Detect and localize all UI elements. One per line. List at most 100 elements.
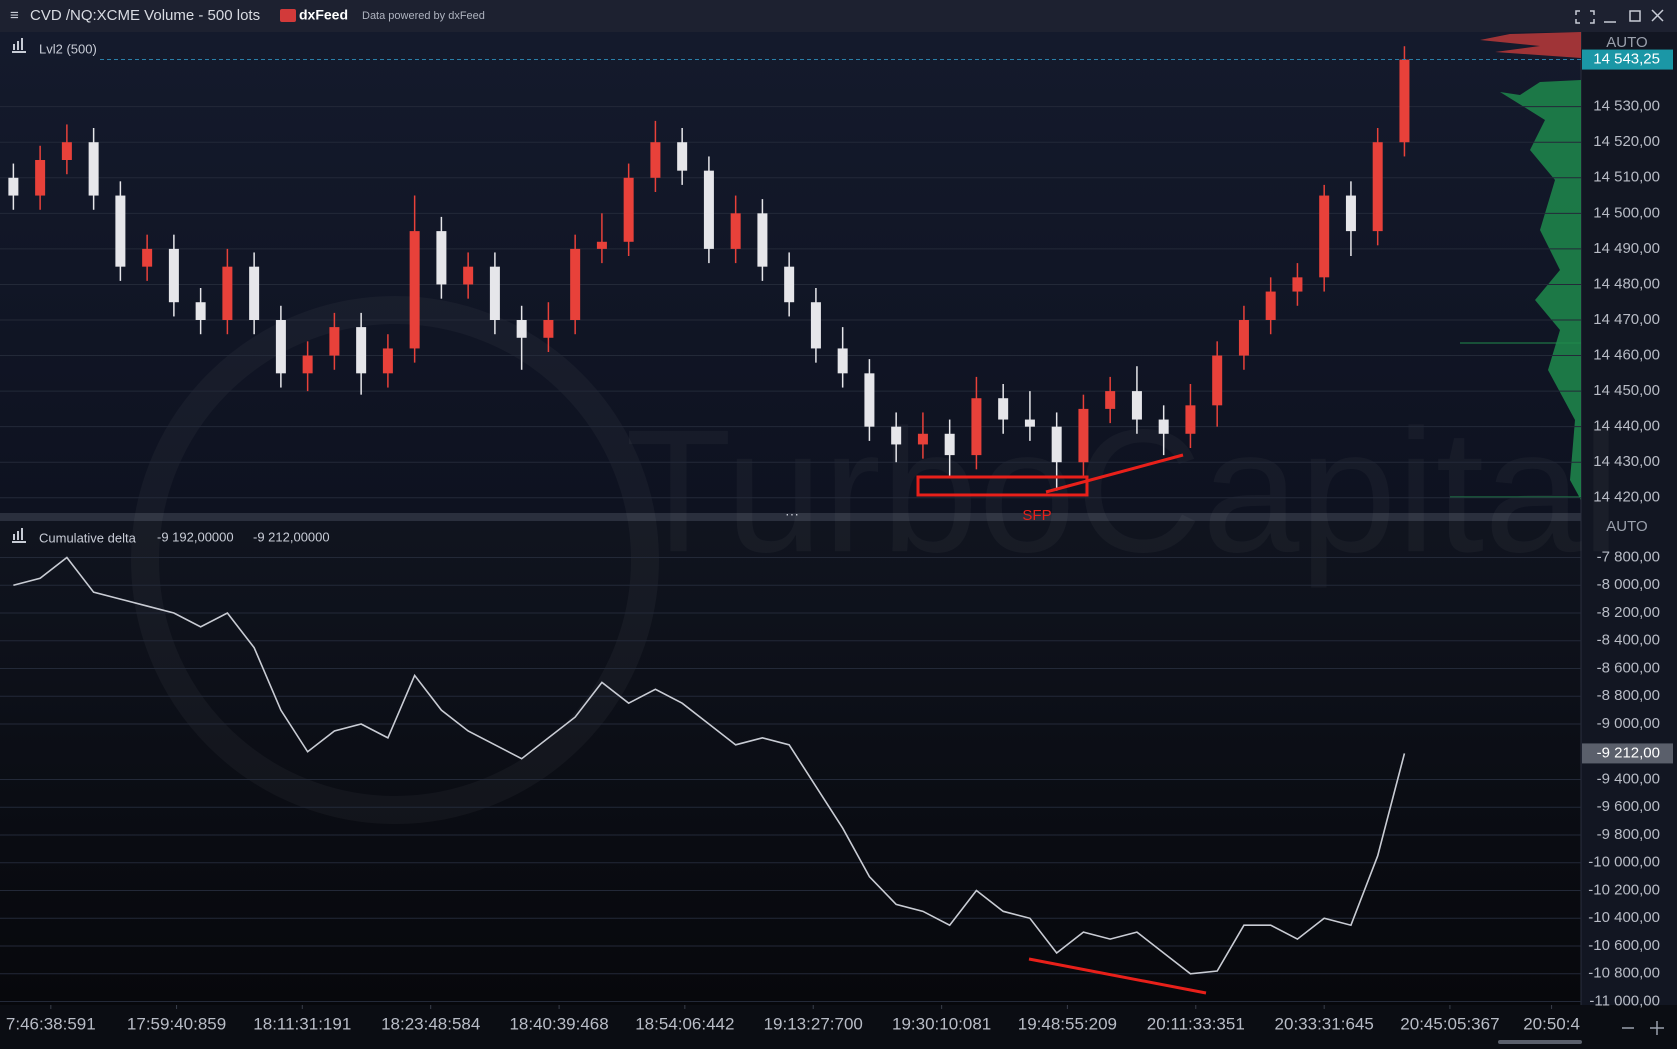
window-title: CVD /NQ:XCME Volume - 500 lots xyxy=(30,7,260,24)
y-tick-label: -10 600,00 xyxy=(1588,937,1660,954)
y-tick-label: -7 800,00 xyxy=(1597,548,1660,565)
auto-scale[interactable]: AUTO xyxy=(1606,518,1647,535)
pane-legend: Cumulative delta xyxy=(39,530,137,545)
candle-body xyxy=(1024,419,1035,427)
close-button[interactable] xyxy=(1651,9,1664,22)
candle-body xyxy=(998,398,1009,420)
candle-body xyxy=(168,248,179,303)
trend-line xyxy=(1028,957,1207,995)
candle-body xyxy=(1051,426,1062,463)
candle-body xyxy=(1238,320,1249,356)
candle-body xyxy=(623,177,634,242)
watermark-text: TurboCapital xyxy=(625,394,1620,589)
candle-body xyxy=(275,320,286,374)
fullscreen-button[interactable] xyxy=(1575,10,1595,24)
brand: dxFeed xyxy=(299,7,348,23)
y-tick-label: 14 420,00 xyxy=(1593,489,1660,506)
candle-body xyxy=(1131,391,1142,420)
x-tick-label: 7:46:38:591 xyxy=(6,1014,96,1033)
title-bar xyxy=(0,0,1677,32)
candle-body xyxy=(302,355,313,374)
y-tick-label: -9 000,00 xyxy=(1597,715,1660,732)
x-tick-label: 19:30:10:081 xyxy=(892,1014,991,1033)
legend-value: -9 212,00000 xyxy=(253,529,330,544)
volume-profile-ask xyxy=(1480,32,1581,58)
y-tick-label: -8 200,00 xyxy=(1597,604,1660,621)
candle-body xyxy=(8,177,19,196)
candle-body xyxy=(382,348,393,374)
time-axis xyxy=(0,1005,1677,1049)
candle-body xyxy=(837,348,848,374)
candle-body xyxy=(570,248,581,320)
pane-divider[interactable] xyxy=(0,513,1581,521)
candle-body xyxy=(329,327,340,356)
candle-body xyxy=(356,327,367,374)
candle-body xyxy=(677,142,688,171)
x-tick-label: 18:54:06:442 xyxy=(635,1014,734,1033)
cvd-line xyxy=(13,556,1406,975)
candle-body xyxy=(596,241,607,249)
candle-body xyxy=(917,433,928,445)
candle-body xyxy=(1105,391,1116,409)
x-tick-label: 19:13:27:700 xyxy=(764,1014,863,1033)
x-tick-label: 17:59:40:859 xyxy=(127,1014,226,1033)
y-tick-label: -11 000,00 xyxy=(1589,992,1660,1009)
candle-body xyxy=(784,266,795,303)
auto-scale[interactable]: AUTO xyxy=(1606,34,1647,51)
candle-body xyxy=(115,195,126,267)
y-tick-label: 14 500,00 xyxy=(1593,204,1660,221)
last-value-label: 14 543,25 xyxy=(1593,51,1660,68)
last-value-label: -9 212,00 xyxy=(1597,744,1660,761)
y-tick-label: -10 200,00 xyxy=(1588,881,1660,898)
x-tick-label: 18:23:48:584 xyxy=(381,1014,480,1033)
menu-icon[interactable]: ≡ xyxy=(10,7,19,24)
candle-body xyxy=(864,373,875,427)
candle-body xyxy=(1345,195,1356,232)
y-tick-label: 14 490,00 xyxy=(1593,240,1660,257)
window-controls[interactable] xyxy=(1575,9,1664,24)
candle-body xyxy=(436,231,447,285)
powered-by: Data powered by dxFeed xyxy=(362,10,485,22)
marks xyxy=(8,46,1581,1009)
y-tick-label: 14 530,00 xyxy=(1593,98,1660,115)
candle-body xyxy=(1292,277,1303,292)
price-axis xyxy=(1581,32,1677,1005)
x-tick-label: 20:33:31:645 xyxy=(1275,1014,1374,1033)
y-tick-label: 14 480,00 xyxy=(1593,275,1660,292)
zoom-buttons[interactable] xyxy=(1622,1021,1664,1035)
x-tick-label: 19:48:55:209 xyxy=(1018,1014,1117,1033)
candle-body xyxy=(650,142,661,178)
candle-body xyxy=(1185,405,1196,434)
restore-button[interactable] xyxy=(1629,10,1641,22)
y-tick-label: -8 800,00 xyxy=(1597,687,1660,704)
y-tick-label: -9 400,00 xyxy=(1597,770,1660,787)
candle-body xyxy=(35,160,46,196)
last-value-box xyxy=(1582,743,1673,764)
divider-handle[interactable]: ··· xyxy=(785,506,799,522)
y-tick-label: -8 000,00 xyxy=(1597,576,1660,593)
indicator-icon[interactable] xyxy=(12,528,26,543)
candle-body xyxy=(1399,59,1410,143)
y-tick-label: -10 800,00 xyxy=(1588,965,1660,982)
candle-body xyxy=(944,433,955,456)
candle-body xyxy=(703,170,714,249)
y-tick-label: -9 800,00 xyxy=(1597,826,1660,843)
candle-body xyxy=(489,266,500,320)
x-tick-label: 18:11:31:191 xyxy=(253,1014,351,1033)
pane-legend: Lvl2 (500) xyxy=(39,41,97,56)
candle-body xyxy=(730,213,741,249)
candle-body xyxy=(1078,408,1089,463)
y-tick-label: 14 510,00 xyxy=(1593,169,1660,186)
grid xyxy=(0,106,1581,1003)
candle-body xyxy=(1212,355,1223,406)
candle-body xyxy=(195,302,206,320)
candle-body xyxy=(1265,291,1276,320)
candle-body xyxy=(222,266,233,320)
indicator-icon[interactable] xyxy=(12,38,26,53)
y-tick-label: 14 450,00 xyxy=(1593,382,1660,399)
candle-body xyxy=(142,248,153,267)
candle-body xyxy=(1372,142,1383,232)
trend-line xyxy=(1045,453,1184,494)
